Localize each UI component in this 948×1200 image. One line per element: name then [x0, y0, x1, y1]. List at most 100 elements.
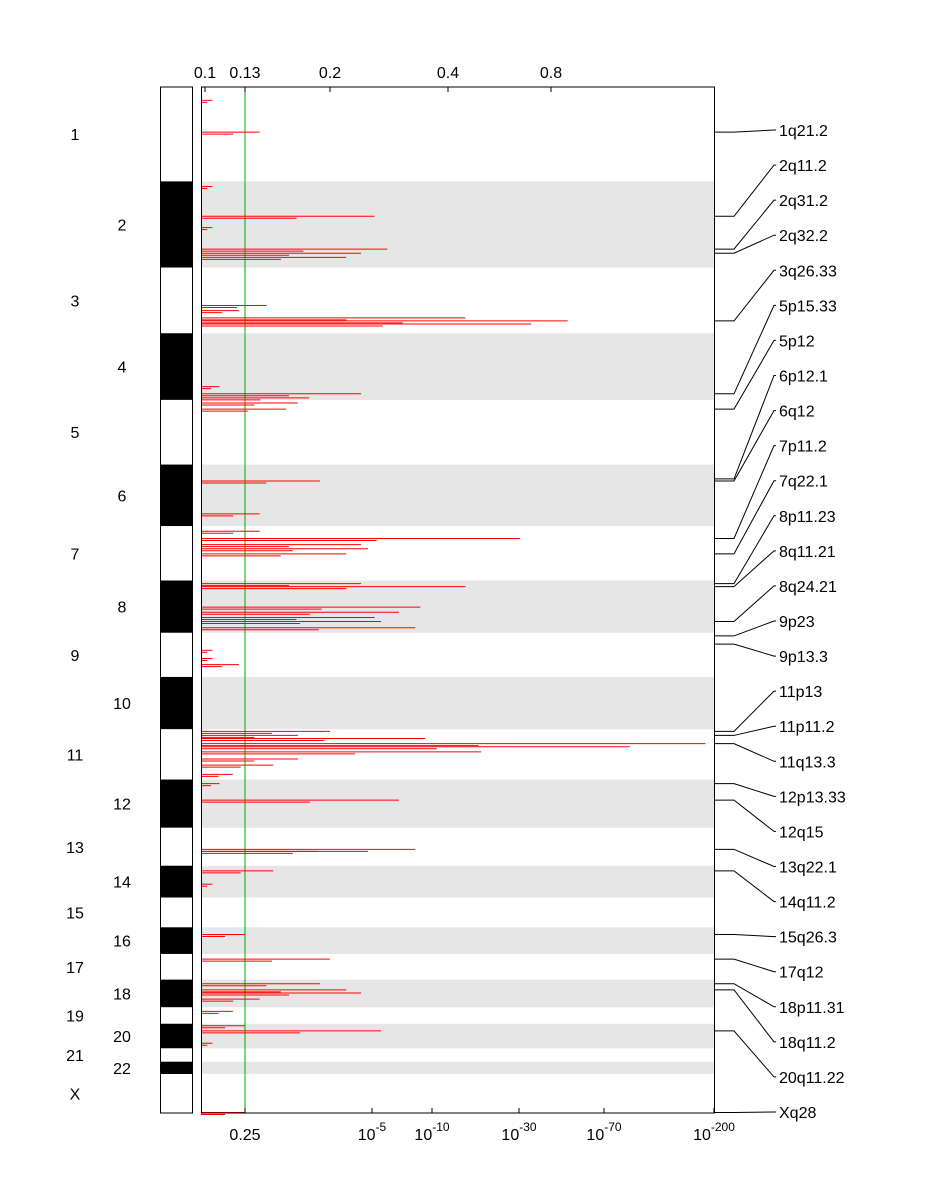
chromosome-label-X: X	[70, 1087, 81, 1104]
peak-label-8q11.21: 8q11.21	[779, 544, 836, 561]
peak-leader-line-14	[714, 620, 776, 637]
peak-label-13q22.1: 13q22.1	[779, 860, 837, 877]
bottom-tick-base-1: 10	[358, 1127, 376, 1144]
ideogram-band-1	[160, 87, 192, 182]
chromosome-label-11: 11	[67, 747, 84, 764]
peak-leader-line-25	[714, 983, 776, 1008]
chromosome-shade-20	[201, 1023, 714, 1049]
chromosome-label-2: 2	[118, 217, 127, 234]
ideogram-band-16	[160, 927, 192, 954]
peak-leader-line-20	[714, 799, 776, 832]
chromosome-label-9: 9	[71, 648, 80, 665]
ideogram-band-2	[160, 181, 192, 268]
ideogram-band-3	[160, 267, 192, 334]
peak-leader-line-23	[714, 933, 776, 938]
ideogram-band-6	[160, 464, 192, 527]
bottom-tick-label-1: 10-5	[358, 1120, 387, 1144]
chromosome-label-13: 13	[66, 840, 84, 857]
chromosome-label-5: 5	[71, 425, 80, 442]
peak-label-layer: 1q21.2 2q11.2 2q31.2 2q32.2 3q26.33 5p15.33 5p…	[714, 123, 846, 1122]
chromosome-label-17: 17	[66, 960, 84, 977]
ideogram-band-20	[160, 1023, 192, 1049]
peak-series-layer	[201, 99, 706, 1115]
peak-leader-line-22	[714, 870, 776, 903]
chromosome-shade-16	[201, 927, 714, 954]
peak-label-20q11.22: 20q11.22	[779, 1070, 845, 1087]
peak-label-6p12.1: 6p12.1	[779, 369, 828, 386]
chromosome-label-14: 14	[113, 875, 131, 892]
peak-label-14q11.2: 14q11.2	[779, 895, 836, 912]
chromosome-label-10: 10	[113, 696, 131, 713]
chromosome-label-6: 6	[118, 488, 127, 505]
peak-label-11q13.3: 11q13.3	[779, 754, 836, 771]
chromosome-shade-8	[201, 580, 714, 633]
chromosome-shading-layer	[201, 181, 714, 1075]
peak-leader-line-8	[714, 410, 776, 482]
bottom-tick-base-2: 10	[414, 1127, 432, 1144]
chromosome-label-1: 1	[71, 127, 80, 144]
peak-label-Xq28: Xq28	[779, 1105, 816, 1122]
ideogram-band-21	[160, 1048, 192, 1062]
peak-label-2q32.2: 2q32.2	[779, 228, 828, 245]
peak-label-11p11.2: 11p11.2	[779, 719, 835, 736]
bottom-tick-label-0: 0.25	[229, 1127, 260, 1144]
peak-label-15q26.3: 15q26.3	[779, 930, 837, 947]
chromosome-label-20: 20	[113, 1029, 131, 1046]
peak-leader-line-13	[714, 585, 776, 623]
peak-label-12p13.33: 12p13.33	[779, 789, 846, 806]
peak-leader-line-2	[714, 199, 776, 250]
bottom-tick-exponent-3: -30	[519, 1120, 537, 1134]
ideogram-band-12	[160, 779, 192, 828]
ideogram-band-10	[160, 676, 192, 730]
bottom-tick-exponent-2: -10	[432, 1120, 450, 1134]
top-tick-label-1: 0.13	[229, 65, 260, 82]
peak-label-5p15.33: 5p15.33	[779, 298, 837, 315]
ideogram-band-11	[160, 729, 192, 780]
ideogram-band-22	[160, 1061, 192, 1075]
peak-leader-line-21	[714, 848, 776, 867]
chromosome-label-15: 15	[66, 905, 84, 922]
bottom-tick-label-5: 10-200	[693, 1120, 735, 1144]
peak-label-18p11.31: 18p11.31	[779, 1000, 845, 1017]
plot-frame-layer	[201, 86, 715, 1114]
peak-label-2q11.2: 2q11.2	[779, 158, 827, 175]
peak-label-6q12: 6q12	[779, 404, 815, 421]
peak-leader-line-0	[714, 129, 776, 133]
ideogram-band-7	[160, 526, 192, 581]
bottom-tick-label-3: 10-30	[501, 1120, 536, 1144]
peak-leader-line-6	[714, 339, 776, 410]
chromosome-label-16: 16	[113, 934, 131, 951]
peak-label-9p13.3: 9p13.3	[779, 649, 828, 666]
chromosome-label-19: 19	[66, 1009, 84, 1026]
peak-label-11p13: 11p13	[779, 684, 822, 701]
ideogram-band-18	[160, 979, 192, 1008]
chromosome-shade-2	[201, 181, 714, 268]
ideogram-band-17	[160, 953, 192, 980]
chromosome-label-18: 18	[113, 986, 131, 1003]
ideogram-outline	[160, 86, 193, 1114]
peak-leader-line-16	[714, 690, 776, 732]
chromosome-shade-12	[201, 779, 714, 828]
ideogram-band-14	[160, 865, 192, 898]
peak-label-8q24.21: 8q24.21	[779, 579, 837, 596]
bottom-tick-exponent-1: -5	[376, 1120, 387, 1134]
peak-leader-line-3	[714, 234, 776, 254]
peak-label-1q21.2: 1q21.2	[779, 123, 828, 140]
chromosome-shade-14	[201, 865, 714, 898]
chromosome-label-7: 7	[71, 546, 80, 563]
chromosome-shade-22	[201, 1061, 714, 1075]
chromosome-shade-18	[201, 979, 714, 1008]
bottom-tick-exponent-5: -200	[711, 1120, 735, 1134]
chromosome-shade-4	[201, 333, 714, 400]
peak-leader-line-7	[714, 375, 776, 480]
peak-leader-line-18	[714, 743, 776, 762]
top-tick-label-0: 0.1	[194, 65, 216, 82]
bottom-axis-layer: 0.25 10-5 10-10 10-30 10-70 10-200	[229, 1108, 735, 1144]
top-tick-label-2: 0.2	[319, 65, 341, 82]
peak-label-5p12: 5p12	[779, 333, 815, 350]
bottom-tick-base-5: 10	[693, 1127, 711, 1144]
ideogram-band-13	[160, 827, 192, 866]
top-axis-layer: 0.1 0.13 0.2 0.4 0.8	[194, 65, 562, 92]
